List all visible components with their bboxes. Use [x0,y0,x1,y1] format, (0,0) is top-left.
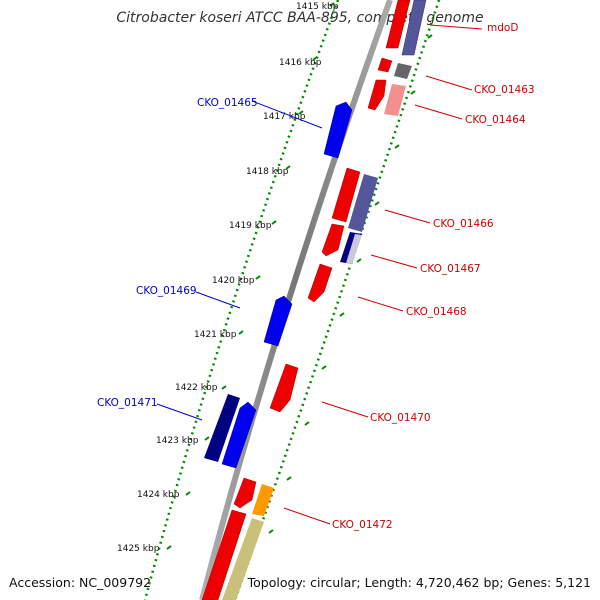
gene-arrow[interactable] [323,101,353,159]
tick-label: 1422 kbp [175,383,218,393]
genome-backbone [199,0,393,600]
tick-label: 1423 kbp [156,436,199,446]
gene-arrow[interactable] [385,0,411,49]
gene-arrow[interactable] [204,394,240,462]
tick-label: 1416 kbp [279,58,322,68]
gene-arrow[interactable] [348,174,378,232]
gene-label[interactable]: mdoD [487,22,518,34]
gene-label[interactable]: CKO_01467 [420,263,481,275]
gene-arrow[interactable] [384,84,406,116]
topology-label: Topology: circular; Length: 4,720,462 bp… [247,575,591,590]
gene-arrow[interactable] [367,79,387,111]
gene-label[interactable]: CKO_01469 [136,285,197,297]
gene-arrow[interactable] [221,401,257,469]
gene-label[interactable]: CKO_01470 [370,412,431,424]
gene-arrow[interactable] [201,509,247,600]
label-leaders [156,24,483,525]
gene-arrow[interactable] [222,518,264,600]
gene-label[interactable]: CKO_01466 [433,218,494,230]
tick-label: 1421 kbp [194,330,237,340]
gene-label[interactable]: CKO_01468 [406,306,467,318]
gene-arrow[interactable] [269,363,299,413]
gene-label[interactable]: CKO_01472 [332,519,393,531]
outer-tick-ring [233,0,441,600]
tick-label: 1418 kbp [246,167,289,177]
kbp-labels: 1415 kbp 1416 kbp 1417 kbp 1418 kbp 1419… [117,2,339,554]
gene-arrow[interactable] [321,223,345,257]
gene-label[interactable]: CKO_01471 [97,397,158,409]
gene-label[interactable]: CKO_01464 [465,114,526,126]
gene-arrow[interactable] [252,484,274,516]
gene-label[interactable]: CKO_01463 [474,84,535,96]
forward-strand-genes[interactable] [201,0,427,600]
reverse-strand-genes[interactable] [204,101,353,469]
tick-label: 1420 kbp [212,276,255,286]
gene-arrow[interactable] [331,167,361,223]
inner-ticks [166,2,335,550]
tick-label: 1425 kbp [117,544,160,554]
tick-label: 1424 kbp [137,490,180,500]
gene-labels: mdoD CKO_01463 CKO_01464 CKO_01465 CKO_0… [97,22,535,531]
gene-arrow[interactable] [263,295,293,347]
map-title: Citrobacter koseri ATCC BAA-895, complet… [116,10,484,26]
gene-arrow[interactable] [346,234,362,264]
gene-arrow[interactable] [394,63,412,79]
tick-label: 1419 kbp [229,221,272,231]
tick-label: 1415 kbp [296,2,339,12]
gene-arrow[interactable] [401,0,427,56]
gene-label[interactable]: CKO_01465 [197,97,258,109]
gene-arrow[interactable] [307,263,333,303]
accession-label: Accession: NC_009792 [9,575,152,590]
tick-label: 1417 kbp [263,112,306,122]
gene-arrow[interactable] [233,477,257,509]
inner-tick-ring [143,0,340,600]
outer-ticks [268,34,433,534]
gene-arrow[interactable] [377,57,393,73]
